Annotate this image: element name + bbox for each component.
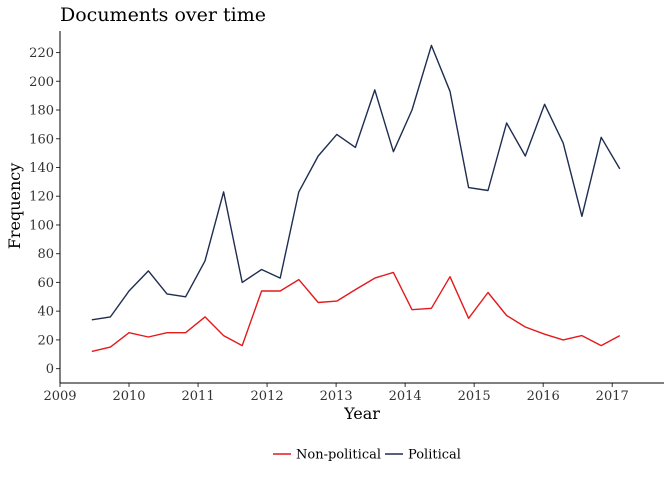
x-axis-ticks: 2009 2010 2011 2012 2013 2014 2015 2016 2017 [43, 383, 629, 404]
x-axis-title: Year [343, 404, 380, 423]
y-tick-label: 40 [37, 305, 54, 320]
x-tick-label: 2014 [389, 389, 422, 404]
y-tick-label: 20 [37, 333, 54, 348]
chart-title: Documents over time [60, 4, 266, 26]
y-tick-label: 100 [29, 218, 54, 233]
x-tick-label: 2010 [112, 389, 145, 404]
y-tick-label: 0 [46, 362, 54, 377]
y-tick-label: 120 [29, 190, 54, 205]
legend-label: Non-political [296, 448, 381, 463]
legend: Non-political Political [273, 448, 461, 463]
x-tick-label: 2012 [251, 389, 284, 404]
y-tick-label: 60 [37, 276, 54, 291]
x-tick-label: 2016 [527, 389, 560, 404]
series-line-non-political [91, 271, 621, 353]
y-tick-label: 160 [29, 132, 54, 147]
x-tick-label: 2011 [182, 389, 215, 404]
y-tick-label: 140 [29, 161, 54, 176]
x-tick-label: 2015 [458, 389, 491, 404]
y-tick-label: 180 [29, 104, 54, 119]
x-tick-label: 2013 [320, 389, 353, 404]
y-axis-title: Frequency [5, 163, 24, 250]
y-tick-label: 80 [37, 247, 54, 262]
x-tick-label: 2017 [596, 389, 629, 404]
y-axis-ticks: 0 20 40 60 80 100 120 140 160 180 200 220 [29, 46, 60, 377]
legend-label: Political [408, 448, 461, 463]
series-line-political [91, 44, 621, 321]
x-tick-label: 2009 [43, 389, 76, 404]
y-tick-label: 200 [29, 75, 54, 90]
y-tick-label: 220 [29, 46, 54, 61]
series-lines [91, 44, 621, 353]
